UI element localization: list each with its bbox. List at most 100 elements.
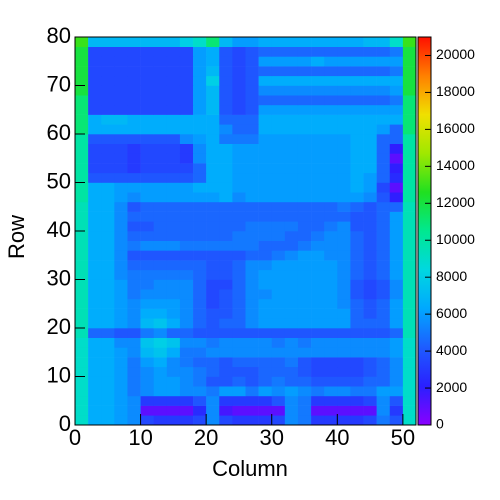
heatmap-cell <box>337 221 351 232</box>
heatmap-cell <box>219 231 233 241</box>
heatmap-cell <box>350 337 364 348</box>
heatmap-cell <box>271 211 286 222</box>
heatmap-cell <box>297 415 312 426</box>
x-axis-label: Column <box>212 456 288 481</box>
heatmap-cell <box>337 153 351 164</box>
heatmap-cell <box>297 269 312 280</box>
heatmap-cell <box>271 405 286 416</box>
heatmap-cell <box>350 56 364 67</box>
heatmap-cell <box>350 124 364 135</box>
heatmap-cell <box>114 134 128 144</box>
heatmap-cell <box>402 250 417 261</box>
heatmap-cell <box>311 163 325 174</box>
heatmap-cell <box>324 163 338 174</box>
heatmap-cell <box>166 357 181 368</box>
heatmap-cell <box>232 337 246 348</box>
heatmap-cell <box>284 376 299 387</box>
heatmap-cell <box>153 37 168 47</box>
heatmap-cell <box>140 250 154 261</box>
heatmap-cell <box>140 56 154 67</box>
y-tick-label: 0 <box>59 411 71 436</box>
heatmap-cell <box>75 66 89 77</box>
heatmap-cell <box>402 66 417 77</box>
heatmap-cell <box>101 298 115 309</box>
heatmap-cell <box>258 134 273 144</box>
heatmap-cell <box>402 357 417 368</box>
heatmap-cells <box>75 37 417 426</box>
heatmap-cell <box>88 279 102 290</box>
z-tick-label: 16000 <box>436 120 475 136</box>
heatmap-cell <box>337 269 351 280</box>
heatmap-cell <box>166 298 181 309</box>
heatmap-cell <box>140 308 154 319</box>
heatmap-cell <box>219 240 233 251</box>
heatmap-cell <box>153 386 168 397</box>
y-tick-label: 80 <box>47 23 71 48</box>
heatmap-cell <box>153 250 168 261</box>
heatmap-cell <box>206 289 220 300</box>
heatmap-cell <box>245 66 259 77</box>
heatmap-cell <box>219 260 233 271</box>
heatmap-cell <box>311 366 325 377</box>
heatmap-cell <box>376 240 391 251</box>
heatmap-cell <box>179 279 194 290</box>
heatmap-cell <box>153 415 168 426</box>
heatmap-cell <box>258 415 273 426</box>
heatmap-cell <box>376 134 391 144</box>
heatmap-cell <box>206 221 220 232</box>
heatmap-cell <box>389 318 404 329</box>
heatmap-cell <box>245 405 259 416</box>
heatmap-cell <box>311 56 325 67</box>
heatmap-cell <box>153 279 168 290</box>
heatmap-cell <box>193 240 207 251</box>
heatmap-cell <box>389 192 404 203</box>
heatmap-cell <box>232 308 246 319</box>
heatmap-cell <box>389 201 404 212</box>
heatmap-cell <box>232 405 246 416</box>
heatmap-cell <box>127 56 141 67</box>
heatmap-cell <box>258 192 273 203</box>
heatmap-cell <box>75 328 89 338</box>
heatmap-cell <box>114 114 128 125</box>
heatmap-cell <box>166 279 181 290</box>
heatmap-cell <box>284 201 299 212</box>
heatmap-cell <box>376 347 391 358</box>
heatmap-cell <box>245 192 259 203</box>
heatmap-cell <box>258 95 273 106</box>
heatmap-cell <box>193 269 207 280</box>
heatmap-cell <box>166 153 181 164</box>
heatmap-cell <box>376 124 391 135</box>
y-tick-label: 70 <box>47 71 71 96</box>
heatmap-cell <box>376 376 391 387</box>
heatmap-cell <box>114 201 128 212</box>
heatmap-cell <box>206 337 220 348</box>
heatmap-cell <box>271 269 286 280</box>
heatmap-cell <box>140 298 154 309</box>
heatmap-cell <box>245 221 259 232</box>
heatmap-cell <box>324 357 338 368</box>
heatmap-cell <box>402 269 417 280</box>
heatmap-cell <box>363 163 377 174</box>
heatmap-cell <box>350 357 364 368</box>
heatmap-cell <box>140 347 154 358</box>
heatmap-cell <box>297 182 312 193</box>
heatmap-cell <box>284 279 299 290</box>
heatmap-cell <box>127 182 141 193</box>
heatmap-cell <box>140 95 154 106</box>
heatmap-cell <box>114 143 128 154</box>
heatmap-cell <box>245 376 259 387</box>
heatmap-cell <box>179 366 194 377</box>
heatmap-cell <box>337 114 351 125</box>
heatmap-cell <box>166 269 181 280</box>
heatmap-cell <box>311 134 325 144</box>
heatmap-cell <box>271 337 286 348</box>
heatmap-cell <box>193 376 207 387</box>
heatmap-cell <box>376 269 391 280</box>
heatmap-cell <box>166 134 181 144</box>
heatmap-cell <box>337 85 351 96</box>
heatmap-cell <box>232 114 246 125</box>
heatmap-cell <box>389 172 404 183</box>
heatmap-cell <box>193 143 207 154</box>
heatmap-cell <box>127 357 141 368</box>
heatmap-cell <box>127 231 141 241</box>
